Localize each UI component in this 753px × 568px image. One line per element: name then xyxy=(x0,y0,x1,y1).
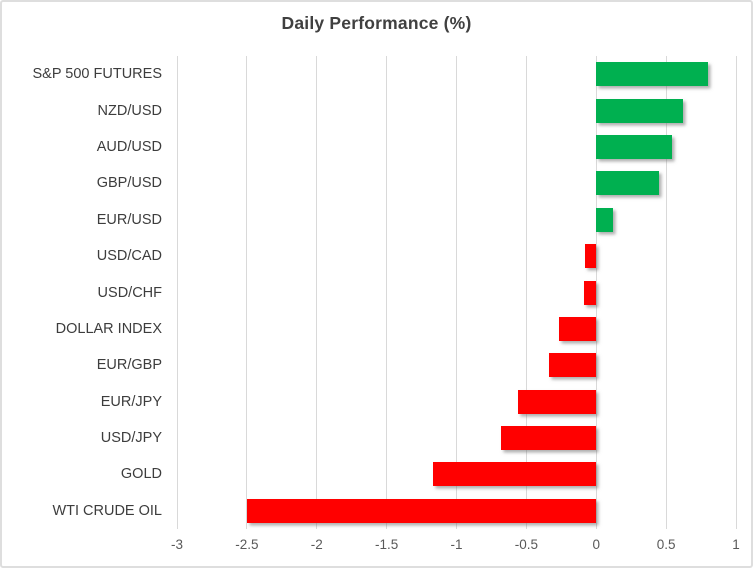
x-tick-label: 0 xyxy=(592,537,601,552)
negative-bar xyxy=(432,462,597,487)
x-tick-label: -1 xyxy=(450,537,463,552)
gridline xyxy=(735,56,737,529)
negative-bar xyxy=(501,426,597,451)
gridline xyxy=(246,56,248,529)
positive-bar xyxy=(596,134,672,159)
category-label: NZD/USD xyxy=(97,102,162,119)
category-label: WTI CRUDE OIL xyxy=(52,502,162,519)
category-label: USD/JPY xyxy=(100,430,162,447)
bar-row xyxy=(177,274,736,310)
positive-bar xyxy=(596,171,660,196)
positive-bar xyxy=(596,62,709,87)
bar-row xyxy=(177,347,736,383)
category-label: GOLD xyxy=(120,466,162,483)
positive-bar xyxy=(596,207,614,232)
bar-row xyxy=(177,456,736,492)
negative-bar xyxy=(246,498,597,523)
bar-row xyxy=(177,56,736,92)
category-label: S&P 500 FUTURES xyxy=(32,66,162,83)
category-label: EUR/GBP xyxy=(96,357,162,374)
bar-row xyxy=(177,92,736,128)
category-label: USD/CHF xyxy=(97,284,162,301)
negative-bar xyxy=(585,244,597,269)
bar-row xyxy=(177,384,736,420)
bar-row xyxy=(177,311,736,347)
x-tick-label: -0.5 xyxy=(514,537,539,552)
category-label: USD/CAD xyxy=(96,248,162,265)
category-label: GBP/USD xyxy=(96,175,162,192)
category-label: EUR/JPY xyxy=(100,393,162,410)
gridline xyxy=(665,56,667,529)
gridline xyxy=(595,56,597,529)
bar-row xyxy=(177,238,736,274)
negative-bar xyxy=(558,316,597,341)
x-tick-label: -1.5 xyxy=(374,537,399,552)
positive-bar xyxy=(596,98,683,123)
negative-bar xyxy=(548,353,597,378)
negative-bar xyxy=(517,389,597,414)
plot-area xyxy=(176,56,737,529)
gridline xyxy=(456,56,457,529)
x-axis: -3 -2.5 -2 -1.5 -1 -0.5 0 0.5 1 xyxy=(171,535,740,557)
gridline xyxy=(176,56,178,529)
x-tick-label: -2 xyxy=(310,537,323,552)
bar-row xyxy=(177,202,736,238)
gridline xyxy=(525,56,527,529)
negative-bar xyxy=(583,280,597,305)
x-tick-label: 1 xyxy=(732,537,740,552)
category-label: DOLLAR INDEX xyxy=(55,320,162,337)
bar-row xyxy=(177,493,736,529)
bar-row xyxy=(177,129,736,165)
gridline xyxy=(316,56,318,529)
x-tick-label: -3 xyxy=(170,537,184,552)
x-tick-label: -2.5 xyxy=(235,537,259,552)
bar-row xyxy=(177,165,736,201)
chart-title: Daily Performance (%) xyxy=(281,13,472,33)
gridline xyxy=(386,56,388,529)
category-axis: S&P 500 FUTURES NZD/USD AUD/USD GBP/USD EUR/… xyxy=(2,56,162,529)
x-tick-label: 0.5 xyxy=(656,537,676,552)
category-label: EUR/USD xyxy=(96,211,162,228)
category-label: AUD/USD xyxy=(96,138,162,155)
bar-rows xyxy=(177,56,736,529)
bar-row xyxy=(177,420,736,456)
